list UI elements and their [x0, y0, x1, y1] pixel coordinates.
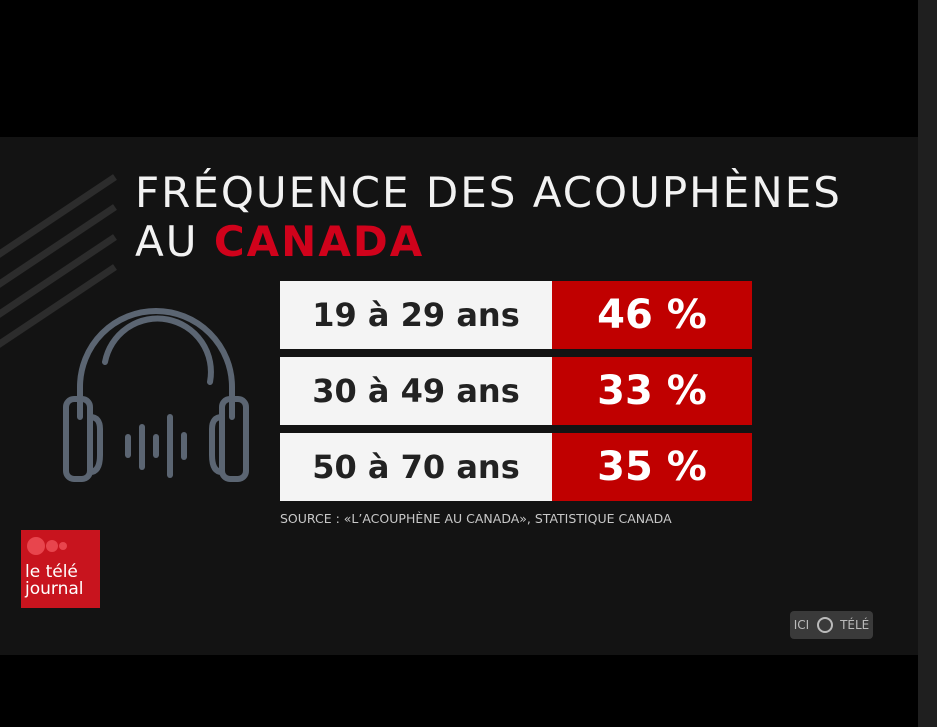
badge-text: TÉLÉ: [840, 618, 870, 632]
table-row: 50 à 70 ans 35 %: [280, 433, 752, 501]
headphones-icon: [63, 308, 249, 482]
age-group: 30 à 49 ans: [280, 357, 552, 425]
percentage: 46 %: [552, 281, 752, 349]
show-logo: le télé journal: [21, 530, 100, 608]
percentage: 35 %: [552, 433, 752, 501]
title-line: FRÉQUENCE DES ACOUPHÈNES: [135, 168, 842, 217]
age-group: 50 à 70 ans: [280, 433, 552, 501]
logo-text: journal: [25, 579, 84, 599]
age-group: 19 à 29 ans: [280, 281, 552, 349]
title-text: AU: [135, 217, 199, 266]
badge-text: ICI: [793, 618, 810, 632]
title-line: AU CANADA: [135, 217, 424, 266]
source-note: SOURCE : «L’ACOUPHÈNE AU CANADA», STATIS…: [280, 511, 672, 526]
logo-dots: [27, 537, 67, 555]
table-row: 19 à 29 ans 46 %: [280, 281, 752, 349]
decor: [0, 174, 249, 482]
badge-icon: [816, 617, 833, 633]
channel-badge: ICI TÉLÉ: [790, 611, 873, 639]
logo-text: le télé: [25, 562, 78, 582]
graphic-panel: [0, 137, 918, 655]
percentage: 33 %: [552, 357, 752, 425]
side-strip: [918, 0, 937, 727]
table-row: 30 à 49 ans 33 %: [280, 357, 752, 425]
title-highlight: CANADA: [213, 217, 425, 266]
